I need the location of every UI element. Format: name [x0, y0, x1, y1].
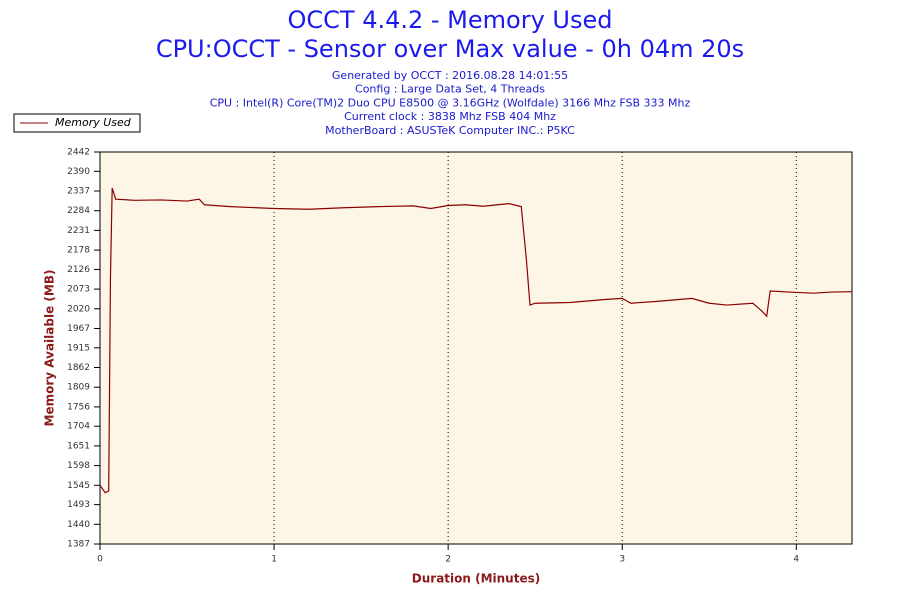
- y-tick-label: 1545: [67, 481, 90, 491]
- y-axis-label: Memory Available (MB): [43, 270, 57, 427]
- y-tick-label: 2231: [67, 226, 90, 236]
- legend-label: Memory Used: [55, 116, 132, 129]
- y-tick-label: 1756: [67, 402, 90, 412]
- y-tick-label: 2284: [67, 206, 90, 216]
- info-line: MotherBoard : ASUSTeK Computer INC.: P5K…: [325, 124, 575, 137]
- y-tick-label: 1862: [67, 363, 90, 373]
- y-tick-label: 1915: [67, 343, 90, 353]
- x-axis-label: Duration (Minutes): [412, 572, 540, 586]
- y-tick-label: 1598: [67, 461, 90, 471]
- y-tick-label: 1387: [67, 540, 90, 550]
- info-line: Current clock : 3838 Mhz FSB 404 Mhz: [344, 110, 556, 123]
- y-tick-label: 1651: [67, 441, 90, 451]
- legend: [13, 113, 141, 133]
- y-tick-label: 2337: [67, 187, 90, 197]
- info-line: Config : Large Data Set, 4 Threads: [355, 83, 545, 96]
- x-tick-label: 0: [97, 555, 103, 565]
- chart-title: OCCT 4.4.2 - Memory Used: [288, 6, 613, 34]
- y-tick-label: 1967: [67, 324, 90, 334]
- plot-area: [100, 152, 852, 544]
- y-tick-label: 2020: [67, 304, 90, 314]
- y-tick-label: 1440: [67, 520, 90, 530]
- data-line: [99, 187, 853, 494]
- y-tick-label: 1493: [67, 500, 90, 510]
- y-tick-label: 2126: [67, 265, 90, 275]
- y-tick-label: 2178: [67, 246, 90, 256]
- y-tick-label: 1704: [67, 422, 90, 432]
- y-tick-label: 2073: [67, 285, 90, 295]
- info-line: CPU : Intel(R) Core(TM)2 Duo CPU E8500 @…: [210, 96, 691, 109]
- chart-subtitle: CPU:OCCT - Sensor over Max value - 0h 04…: [156, 35, 744, 63]
- y-tick-label: 1809: [67, 383, 90, 393]
- plot-frame: [99, 151, 853, 545]
- x-tick-label: 2: [445, 555, 451, 565]
- info-line: Generated by OCCT : 2016.08.28 14:01:55: [332, 69, 568, 82]
- y-tick-label: 2390: [67, 167, 90, 177]
- x-tick-label: 3: [619, 555, 625, 565]
- x-tick-label: 4: [793, 555, 799, 565]
- x-tick-label: 1: [271, 555, 277, 565]
- y-tick-label: 2442: [67, 148, 90, 158]
